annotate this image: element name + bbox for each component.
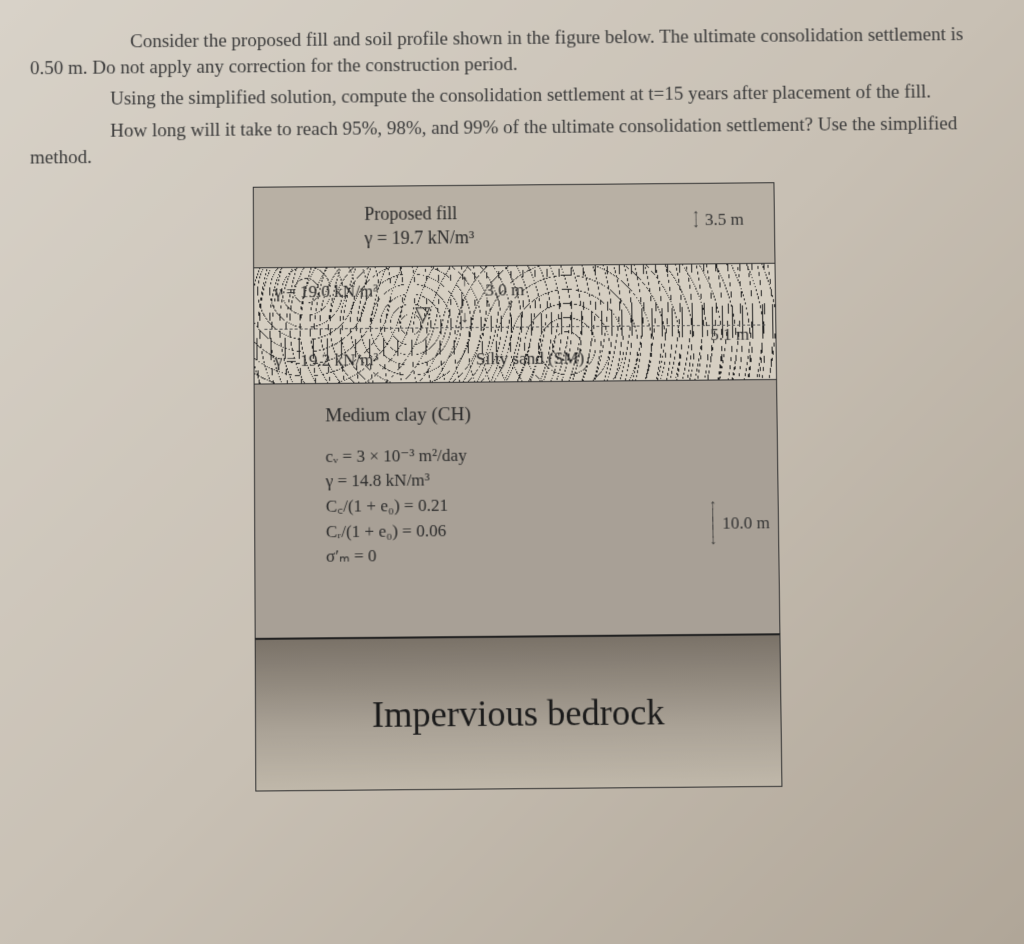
clay-layer: Medium clay (CH) cᵥ = 3 × 10⁻³ m²/day γ …	[254, 379, 781, 638]
paragraph-1: Consider the proposed fill and soil prof…	[30, 22, 995, 82]
page: Consider the proposed fill and soil prof…	[0, 0, 1024, 794]
sand-type-label: Silty sand (SM)	[476, 348, 585, 369]
clay-thickness: 10.0 m	[722, 511, 770, 536]
paragraph-3: How long will it take to reach 95%, 98%,…	[30, 111, 997, 171]
fill-title: Proposed fill	[364, 202, 474, 227]
water-table-line	[264, 325, 765, 330]
paragraph-2: Using the simplified solution, compute t…	[30, 79, 996, 113]
fill-layer-text: Proposed fill γ = 19.7 kN/m³	[364, 202, 474, 250]
fill-gamma: γ = 19.7 kN/m³	[364, 226, 474, 251]
fill-thickness: 3.5 m	[705, 210, 744, 230]
sand-upper-depth: 3.0 m	[485, 280, 524, 301]
fill-thickness-dim: ↑↓ 3.5 m	[691, 210, 744, 231]
clay-title: Medium clay (CH)	[325, 398, 776, 430]
fill-layer: Proposed fill γ = 19.7 kN/m³ ↑↓ 3.5 m	[253, 182, 776, 267]
sand-lower-gamma: γ = 19.2 kN/m³	[275, 350, 379, 371]
bedrock-layer: Impervious bedrock	[255, 633, 783, 791]
sand-layer: γ = 19.0 kN/m³ ↑|↓ 3.0 m ▽ γ = 19.2 kN/m…	[253, 263, 777, 384]
sand-depth-arrow: ↑|↓	[460, 273, 468, 328]
figure-container: Proposed fill γ = 19.7 kN/m³ ↑↓ 3.5 m γ …	[30, 180, 1007, 793]
sand-thickness: 5.1 m	[710, 325, 749, 346]
arrow-updown-icon: ↑|||↓	[708, 503, 719, 546]
bedrock-label: Impervious bedrock	[372, 690, 665, 736]
problem-statement: Consider the proposed fill and soil prof…	[30, 22, 997, 171]
sand-thickness-dim: 5.1 m	[710, 325, 749, 346]
sand-upper-gamma: γ = 19.0 kN/m³	[274, 282, 378, 303]
clay-thickness-dim: ↑|||↓ 10.0 m	[708, 502, 770, 545]
water-table-icon: ▽	[415, 301, 431, 326]
soil-profile-figure: Proposed fill γ = 19.7 kN/m³ ↑↓ 3.5 m γ …	[253, 182, 783, 791]
arrow-up-icon: ↑↓	[691, 212, 701, 229]
